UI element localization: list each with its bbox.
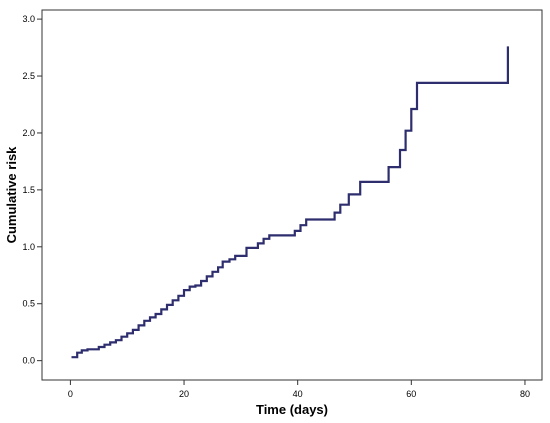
- y-axis-ticks: 0.0 0.5 1.0 1.5 2.0 2.5 3.0: [22, 14, 42, 366]
- y-tick-label: 0.0: [22, 356, 35, 366]
- x-tick-label: 20: [179, 389, 189, 399]
- x-tick-label: 40: [293, 389, 303, 399]
- x-axis-title: Time (days): [256, 402, 328, 417]
- y-tick-label: 2.5: [22, 71, 35, 81]
- x-tick-label: 80: [520, 389, 530, 399]
- y-axis-title: Cumulative risk: [4, 146, 19, 244]
- plot-area-frame: [41, 9, 543, 381]
- y-tick-label: 2.0: [22, 128, 35, 138]
- cumulative-risk-step-line: [71, 46, 509, 359]
- y-tick-label: 1.5: [22, 185, 35, 195]
- x-tick-label: 60: [406, 389, 416, 399]
- y-tick-label: 1.0: [22, 242, 35, 252]
- x-axis-ticks: 0 20 40 60 80: [68, 380, 530, 399]
- x-tick-label: 0: [68, 389, 73, 399]
- y-tick-label: 0.5: [22, 299, 35, 309]
- y-tick-label: 3.0: [22, 14, 35, 24]
